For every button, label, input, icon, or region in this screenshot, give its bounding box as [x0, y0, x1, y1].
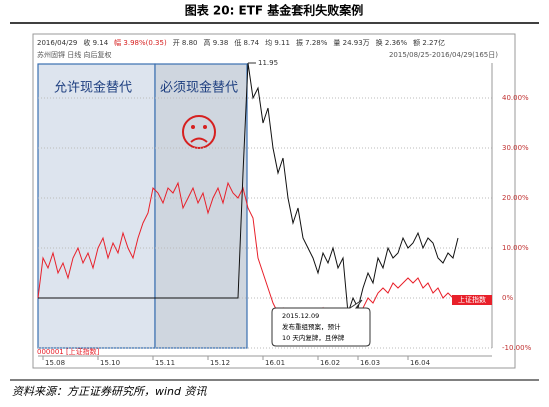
- index-flag: 上证指数: [458, 295, 486, 304]
- index-tag: 000001 [上证指数]: [37, 347, 100, 356]
- callout-line: 2015.12.09: [282, 312, 319, 320]
- region-allow: [37, 63, 156, 349]
- region-allow-label: 允许现金替代: [54, 80, 132, 96]
- callout: 2015.12.09 发布重组预案，预计 10 天内复牌，且停牌: [271, 299, 371, 347]
- quote-item: 收 9.14: [83, 38, 108, 47]
- quote-bar: 2016/04/29 收 9.14 幅 3.98%(0.35) 开 8.80 高 9.3…: [37, 38, 445, 47]
- x-tick-label: 16.04: [410, 359, 431, 367]
- x-tick-label: 15.10: [100, 359, 120, 367]
- figure-title: 图表 20: ETF 基金套利失败案例: [185, 3, 364, 18]
- callout-line: 10 天内复牌，且停牌: [282, 333, 345, 342]
- callout-line: 发布重组预案，预计: [282, 322, 341, 331]
- quote-item: 振 7.28%: [296, 38, 328, 47]
- x-tick-label: 15.11: [155, 359, 175, 367]
- quote-item: 低 8.74: [234, 38, 259, 47]
- quote-item: 量 24.93万: [333, 39, 369, 47]
- region-must-label: 必须现金替代: [160, 80, 238, 96]
- x-tick-label: 15.08: [45, 359, 65, 367]
- quote-item: 幅 3.98%(0.35): [114, 38, 167, 47]
- y-tick-label: 10.00%: [502, 244, 529, 252]
- region-must: [154, 63, 248, 349]
- y-tick-label: 0%: [502, 294, 513, 302]
- sad-face: [182, 115, 216, 149]
- quote-item: 换 2.36%: [376, 38, 408, 47]
- x-tick-label: 16.01: [265, 359, 285, 367]
- quote-item: 额 2.27亿: [413, 38, 445, 47]
- peak-label: 11.95: [258, 59, 278, 67]
- quote-item: 开 8.80: [173, 39, 198, 47]
- quote-item: 2016/04/29: [37, 39, 77, 47]
- y-tick-label: 40.00%: [502, 94, 529, 102]
- y-tick-label: -10.00%: [502, 344, 532, 352]
- plot: -10.00% 0% 10.00% 20.00% 30.00% 40.00% 15.08 15…: [37, 59, 532, 367]
- quote-item: 均 9.11: [265, 38, 290, 47]
- source: 资料来源：方正证券研究所，wind 资讯: [12, 385, 208, 398]
- quote-item: 高 9.38: [204, 38, 229, 47]
- y-tick-label: 20.00%: [502, 194, 529, 202]
- sub-right: 2015/08/25-2016/04/29(165日): [389, 51, 498, 59]
- index-flag-box: [452, 295, 492, 305]
- x-tick-label: 16.03: [360, 359, 380, 367]
- sub-left: 苏州固锝 日线 向后复权: [37, 50, 111, 59]
- x-tick-label: 15.12: [210, 359, 230, 367]
- y-tick-label: 30.00%: [502, 144, 529, 152]
- x-tick-label: 16.02: [320, 359, 340, 367]
- series-line: [37, 181, 483, 340]
